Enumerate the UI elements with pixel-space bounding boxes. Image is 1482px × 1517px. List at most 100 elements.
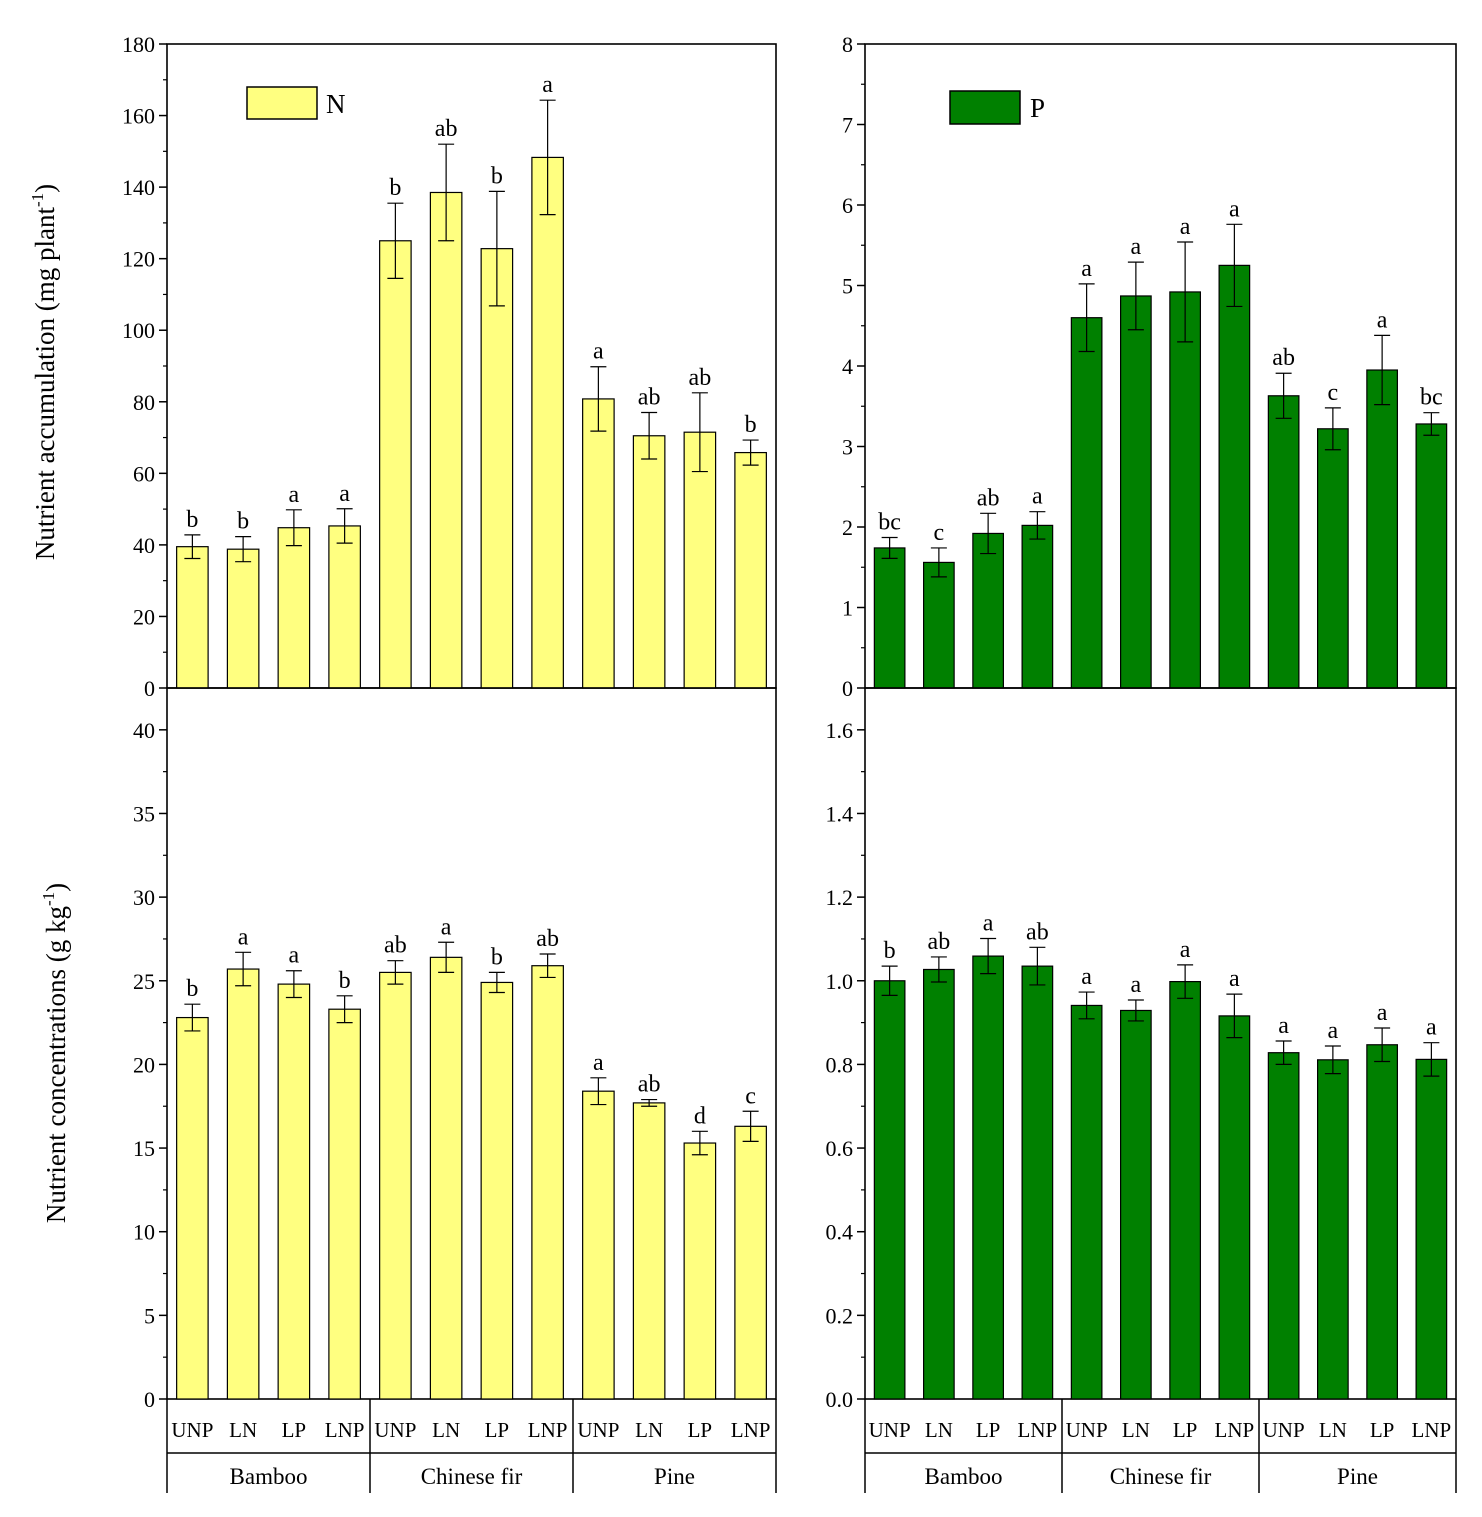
y-tick-label: 0 <box>842 676 853 701</box>
y-tick-label: 3 <box>842 435 853 460</box>
category-label: LP <box>485 1418 510 1442</box>
significance-label: d <box>694 1103 706 1129</box>
bar <box>531 156 564 689</box>
bar <box>226 548 260 689</box>
significance-label: a <box>1032 484 1043 510</box>
significance-label: a <box>441 914 452 940</box>
bar <box>226 968 260 1400</box>
significance-label: a <box>1328 1018 1339 1044</box>
category-label: LN <box>432 1418 460 1442</box>
group-label: Chinese fir <box>421 1464 523 1489</box>
significance-label: c <box>934 520 945 546</box>
significance-label: a <box>593 339 604 365</box>
category-axis-right: UNP LN LP LNP UNP LN LP LNP UNP LN LP LNP Bamboo Chin… <box>864 1399 1457 1493</box>
y-tick-label: 7 <box>842 113 853 138</box>
significance-label: b <box>186 507 198 533</box>
significance-label: ab <box>1026 919 1049 945</box>
bar <box>683 431 717 689</box>
y-tick-label: 5 <box>842 274 853 299</box>
y-tick-label: 60 <box>133 461 155 486</box>
significance-label: a <box>289 943 300 969</box>
significance-label: b <box>491 944 503 970</box>
y-tick-label: 80 <box>133 390 155 415</box>
bar <box>1218 264 1251 689</box>
category-label: UNP <box>1263 1418 1305 1442</box>
y-tick-label: 0.6 <box>826 1136 854 1161</box>
category-label: LNP <box>325 1418 365 1442</box>
y-tick-label: 2 <box>842 515 853 540</box>
bar <box>328 1008 361 1400</box>
y-tick-label: 0.0 <box>826 1387 854 1412</box>
significance-label: a <box>1377 1000 1388 1026</box>
y-tick-label: 40 <box>133 533 155 558</box>
significance-label: a <box>238 924 249 950</box>
y-tick-label: 0.4 <box>826 1220 854 1245</box>
bar <box>531 965 564 1400</box>
bar <box>429 191 463 689</box>
y-tick-label: 140 <box>122 175 155 200</box>
category-label: LP <box>1173 1418 1198 1442</box>
significance-label: a <box>289 482 300 508</box>
bar <box>1070 1004 1103 1400</box>
significance-label: c <box>745 1083 756 1109</box>
significance-label: a <box>1131 234 1142 260</box>
significance-label: ab <box>1272 345 1295 371</box>
y-tick-label: 25 <box>133 969 155 994</box>
y-tick-label: 120 <box>122 247 155 272</box>
significance-label: a <box>1180 937 1191 963</box>
bar <box>1120 295 1152 689</box>
bar <box>1120 1009 1152 1400</box>
significance-label: b <box>884 938 896 964</box>
ylabel-concentration: Nutrient concentrations (g kg-1) <box>39 883 71 1223</box>
category-label: LN <box>1122 1418 1150 1442</box>
category-label: UNP <box>1066 1418 1108 1442</box>
legend-p: P <box>949 90 1045 125</box>
significance-label: b <box>745 412 757 438</box>
bar <box>972 532 1004 689</box>
ylabel-accumulation: Nutrient accumulation (mg plant-1) <box>28 184 60 560</box>
significance-label: a <box>1426 1015 1437 1041</box>
significance-label: bc <box>1420 385 1443 411</box>
category-label: LN <box>635 1418 663 1442</box>
bar <box>328 525 361 689</box>
category-label: LP <box>976 1418 1001 1442</box>
significance-label: b <box>339 968 351 994</box>
category-axis-left: UNP LN LP LNP UNP LN LP LNP UNP LN LP LNP Bamboo Chin… <box>166 1399 777 1493</box>
group-label: Chinese fir <box>1110 1464 1212 1489</box>
bar <box>1415 1058 1448 1400</box>
y-tick-label: 35 <box>133 801 155 826</box>
bar <box>1415 423 1448 689</box>
significance-label: a <box>339 481 350 507</box>
y-tick-label: 10 <box>133 1220 155 1245</box>
significance-label: a <box>1081 964 1092 990</box>
bar <box>1070 317 1103 689</box>
bar <box>1021 524 1054 689</box>
group-label: Pine <box>1337 1464 1378 1489</box>
significance-label: a <box>1131 972 1142 998</box>
bar <box>632 1102 666 1400</box>
bar <box>429 956 463 1400</box>
significance-label: a <box>1081 256 1092 282</box>
y-tick-label: 0.8 <box>826 1052 854 1077</box>
category-label: UNP <box>374 1418 416 1442</box>
legend-n-label: N <box>326 89 346 119</box>
bar <box>1218 1015 1251 1400</box>
significance-label: ab <box>384 933 407 959</box>
bar <box>1169 291 1201 689</box>
legend-n-swatch <box>246 86 318 120</box>
significance-label: ab <box>689 365 712 391</box>
significance-label: ab <box>638 385 661 411</box>
legend-p-swatch <box>949 90 1021 125</box>
significance-label: a <box>542 72 553 98</box>
y-tick-label: 1.0 <box>826 969 854 994</box>
y-tick-label: 180 <box>122 32 155 57</box>
bar <box>972 955 1004 1400</box>
bar <box>277 527 311 689</box>
plot-frame <box>166 687 777 1400</box>
bar <box>923 561 955 689</box>
bar <box>1317 428 1349 689</box>
significance-label: a <box>1278 1013 1289 1039</box>
category-label: LP <box>282 1418 307 1442</box>
y-tick-label: 8 <box>842 32 853 57</box>
